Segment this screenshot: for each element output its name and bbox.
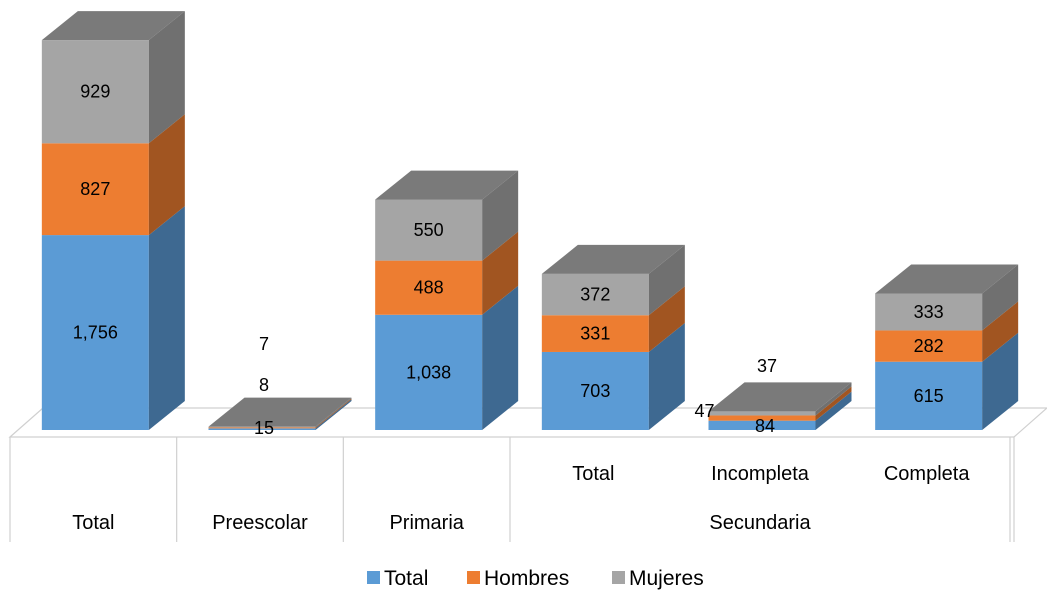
bar-mujeres-side (815, 382, 852, 416)
bar-total-side (148, 206, 185, 430)
bar-top-face (375, 170, 519, 200)
data-label: 488 (414, 278, 444, 298)
bar-top-face (875, 264, 1019, 294)
data-label: 47 (694, 401, 714, 421)
bar-hombres-front (541, 315, 649, 352)
bar-top-face (41, 11, 185, 41)
group-label: Secundaria (709, 512, 811, 534)
data-label: 1,756 (73, 323, 118, 343)
data-label: 372 (580, 285, 610, 305)
bar-mujeres-front (875, 293, 983, 331)
bar-hombres-side (482, 231, 519, 315)
bar-total-side (648, 322, 685, 430)
data-label: 331 (580, 324, 610, 344)
bar-hombres-front (875, 330, 983, 362)
bar-total-side (315, 399, 352, 430)
bar-total-front (375, 314, 483, 430)
bar-total-front (41, 235, 149, 430)
data-label: 827 (80, 179, 110, 199)
bar-total-front (875, 361, 983, 430)
bar-hombres-side (815, 386, 852, 421)
data-label: 8 (259, 375, 269, 395)
category-label: Primaria (389, 512, 464, 534)
category-label: Total (72, 512, 114, 534)
data-label: 37 (757, 356, 777, 376)
bar-total-front (708, 420, 816, 430)
bar-hombres-side (315, 398, 352, 429)
data-label: 84 (755, 416, 775, 436)
bar-total-side (482, 285, 519, 430)
bar-mujeres-front (375, 199, 483, 261)
data-label: 333 (914, 302, 944, 322)
data-label: 15 (254, 418, 274, 438)
data-label: 1,038 (406, 362, 451, 382)
bar-mujeres-side (648, 244, 685, 316)
bar-total-side (982, 332, 1019, 430)
bar-mujeres-side (148, 11, 185, 144)
legend-swatch (467, 571, 480, 584)
legend-label: Mujeres (629, 567, 704, 590)
bar-hombres-front (708, 415, 816, 421)
category-label: Preescolar (212, 512, 308, 534)
bar-top-face (541, 244, 685, 274)
data-label: 929 (80, 82, 110, 102)
bar-hombres-side (982, 301, 1019, 362)
bar-mujeres-side (982, 264, 1019, 331)
bar-top-face (708, 382, 852, 412)
legend-swatch (367, 571, 380, 584)
bar-hombres-front (208, 427, 316, 429)
bar-hombres-front (41, 143, 149, 236)
legend-label: Total (384, 567, 428, 590)
bar-mujeres-side (482, 170, 519, 261)
bar-mujeres-front (708, 411, 816, 416)
data-label: 282 (914, 336, 944, 356)
bar-total-side (815, 391, 852, 430)
bar-hombres-side (148, 114, 185, 236)
bar-total-front (208, 428, 316, 430)
category-label: Incompleta (711, 463, 810, 485)
category-label: Completa (884, 463, 970, 485)
bar-mujeres-side (315, 397, 352, 428)
data-label: 703 (580, 381, 610, 401)
data-label: 550 (414, 220, 444, 240)
bar-total-front (541, 351, 649, 430)
legend-swatch (612, 571, 625, 584)
bar-mujeres-front (41, 40, 149, 144)
category-label: Total (572, 463, 614, 485)
legend-label: Hombres (484, 567, 569, 590)
bar-top-face (208, 397, 352, 427)
bar-hombres-front (375, 260, 483, 315)
bar-mujeres-front (541, 273, 649, 316)
data-label: 7 (259, 334, 269, 354)
bar-mujeres-front (208, 426, 316, 428)
bar-hombres-side (648, 286, 685, 352)
data-label: 615 (914, 386, 944, 406)
